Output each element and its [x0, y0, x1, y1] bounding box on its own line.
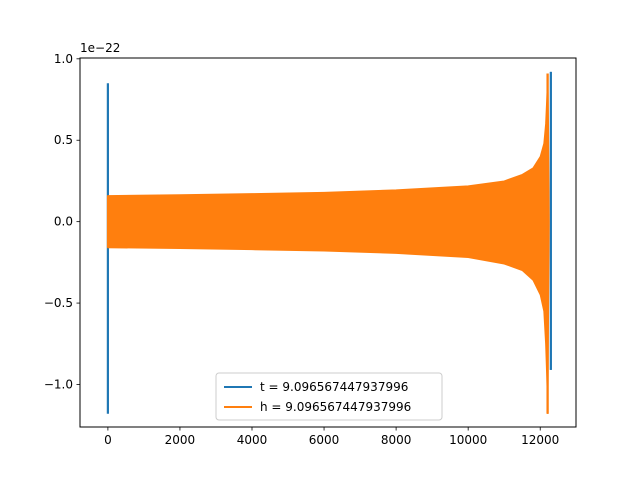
series-h-envelope: [107, 73, 550, 414]
plot-area: [106, 71, 552, 414]
y-tick-label: 0.0: [54, 215, 73, 229]
y-tick-label: −1.0: [44, 377, 73, 391]
axes-frame: [79, 57, 577, 428]
y-axis: 1.0 0.5 0.0 −0.5 −1.0: [44, 52, 80, 391]
x-tick-label: 2000: [165, 433, 196, 447]
legend-box: [215, 372, 443, 421]
y-tick-label: 1.0: [54, 52, 73, 66]
legend-label: t = 9.096567447937996: [260, 380, 408, 394]
y-tick-label: 0.5: [54, 133, 73, 147]
legend-label: h = 9.096567447937996: [260, 400, 411, 414]
y-tick-label: −0.5: [44, 296, 73, 310]
x-tick-label: 12000: [521, 433, 559, 447]
x-tick-label: 10000: [449, 433, 487, 447]
x-tick-label: 0: [104, 433, 112, 447]
x-tick-label: 6000: [309, 433, 340, 447]
y-offset-text: 1e−22: [80, 41, 120, 55]
x-axis: 0 2000 4000 6000 8000 10000 12000: [104, 427, 559, 447]
x-tick-label: 4000: [237, 433, 268, 447]
legend: t = 9.096567447937996 h = 9.0965674479379…: [215, 372, 443, 421]
x-tick-label: 8000: [381, 433, 412, 447]
